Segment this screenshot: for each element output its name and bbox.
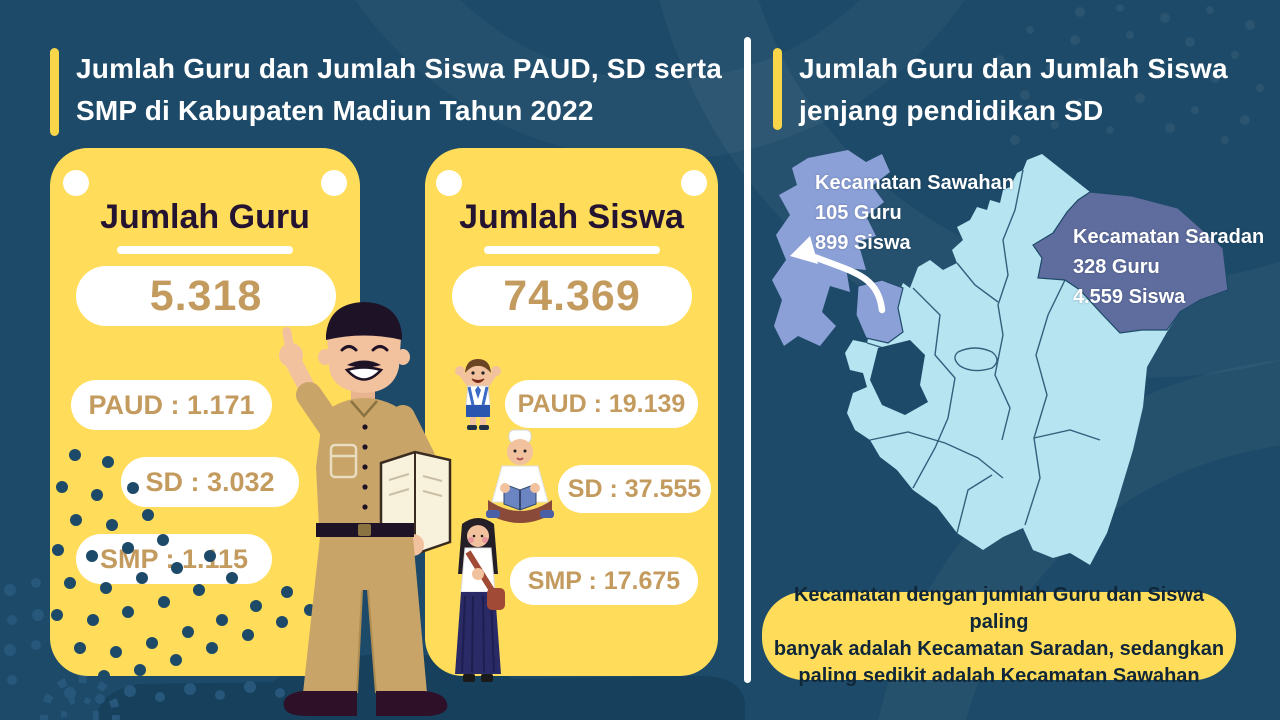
- saradan-guru: 328 Guru: [1073, 256, 1160, 278]
- guru-paud-pill: PAUD : 1.171: [71, 380, 272, 430]
- siswa-sd-pill: SD : 37.555: [558, 465, 711, 513]
- conclusion-note: Kecamatan dengan jumlah Guru dan Siswa p…: [762, 584, 1236, 687]
- card-hole-icon: [63, 170, 89, 196]
- saradan-district: [1032, 191, 1229, 334]
- teacher-illustration: [279, 302, 452, 716]
- card-hole-icon: [681, 170, 707, 196]
- smp-student-illustration: [455, 518, 505, 682]
- siswa-paud-pill: PAUD : 19.139: [505, 380, 698, 428]
- sawahan-label: Kecamatan Sawahan 105 Guru 899 Siswa: [815, 168, 1014, 258]
- arrow-head-icon: [790, 236, 818, 264]
- madiun-map: Kecamatan Sawahan 105 Guru 899 Siswa Kec…: [770, 140, 1270, 580]
- arrow-icon: [808, 252, 886, 314]
- card-hole-icon: [321, 170, 347, 196]
- left-title-block: Jumlah Guru dan Jumlah Siswa PAUD, SD se…: [50, 48, 726, 136]
- left-title-accent-bar: [50, 48, 59, 136]
- sd-student-illustration: [486, 429, 554, 523]
- right-panel-title: Jumlah Guru dan Jumlah Siswa jenjang pen…: [799, 53, 1228, 126]
- title-underline: [483, 246, 660, 254]
- sawahan-name: Kecamatan Sawahan: [815, 172, 1014, 194]
- sawahan-siswa: 899 Siswa: [815, 232, 911, 254]
- halftone-dots: [995, 4, 1264, 145]
- siswa-card: Jumlah Siswa 74.369 PAUD : 19.139 SD : 3…: [425, 148, 718, 676]
- paud-student-illustration: [455, 359, 501, 430]
- saradan-siswa: 4.559 Siswa: [1073, 286, 1186, 308]
- card-hole-icon: [436, 170, 462, 196]
- saradan-name: Kecamatan Saradan: [1073, 226, 1265, 248]
- sawahan-callout-shape: [772, 150, 890, 346]
- madiun-map-svg: [772, 150, 1229, 565]
- map-enclave: [870, 340, 928, 415]
- left-panel-title: Jumlah Guru dan Jumlah Siswa PAUD, SD se…: [76, 53, 723, 126]
- siswa-smp-pill: SMP : 17.675: [510, 557, 698, 605]
- panel-divider: [744, 37, 751, 683]
- right-title-block: Jumlah Guru dan Jumlah Siswa jenjang pen…: [773, 48, 1239, 132]
- conclusion-note-text: Kecamatan dengan jumlah Guru dan Siswa p…: [773, 584, 1225, 687]
- guru-sd-pill: SD : 3.032: [121, 457, 299, 507]
- sawahan-guru: 105 Guru: [815, 202, 902, 224]
- right-title-accent-bar: [773, 48, 782, 130]
- title-underline: [117, 246, 293, 254]
- guru-card-title: Jumlah Guru: [100, 198, 310, 236]
- saradan-label: Kecamatan Saradan 328 Guru 4.559 Siswa: [1073, 222, 1264, 312]
- card-dots-pattern: [51, 449, 316, 682]
- siswa-total-pill: 74.369: [452, 266, 692, 326]
- guru-total-pill: 5.318: [76, 266, 336, 326]
- siswa-card-title: Jumlah Siswa: [459, 198, 684, 236]
